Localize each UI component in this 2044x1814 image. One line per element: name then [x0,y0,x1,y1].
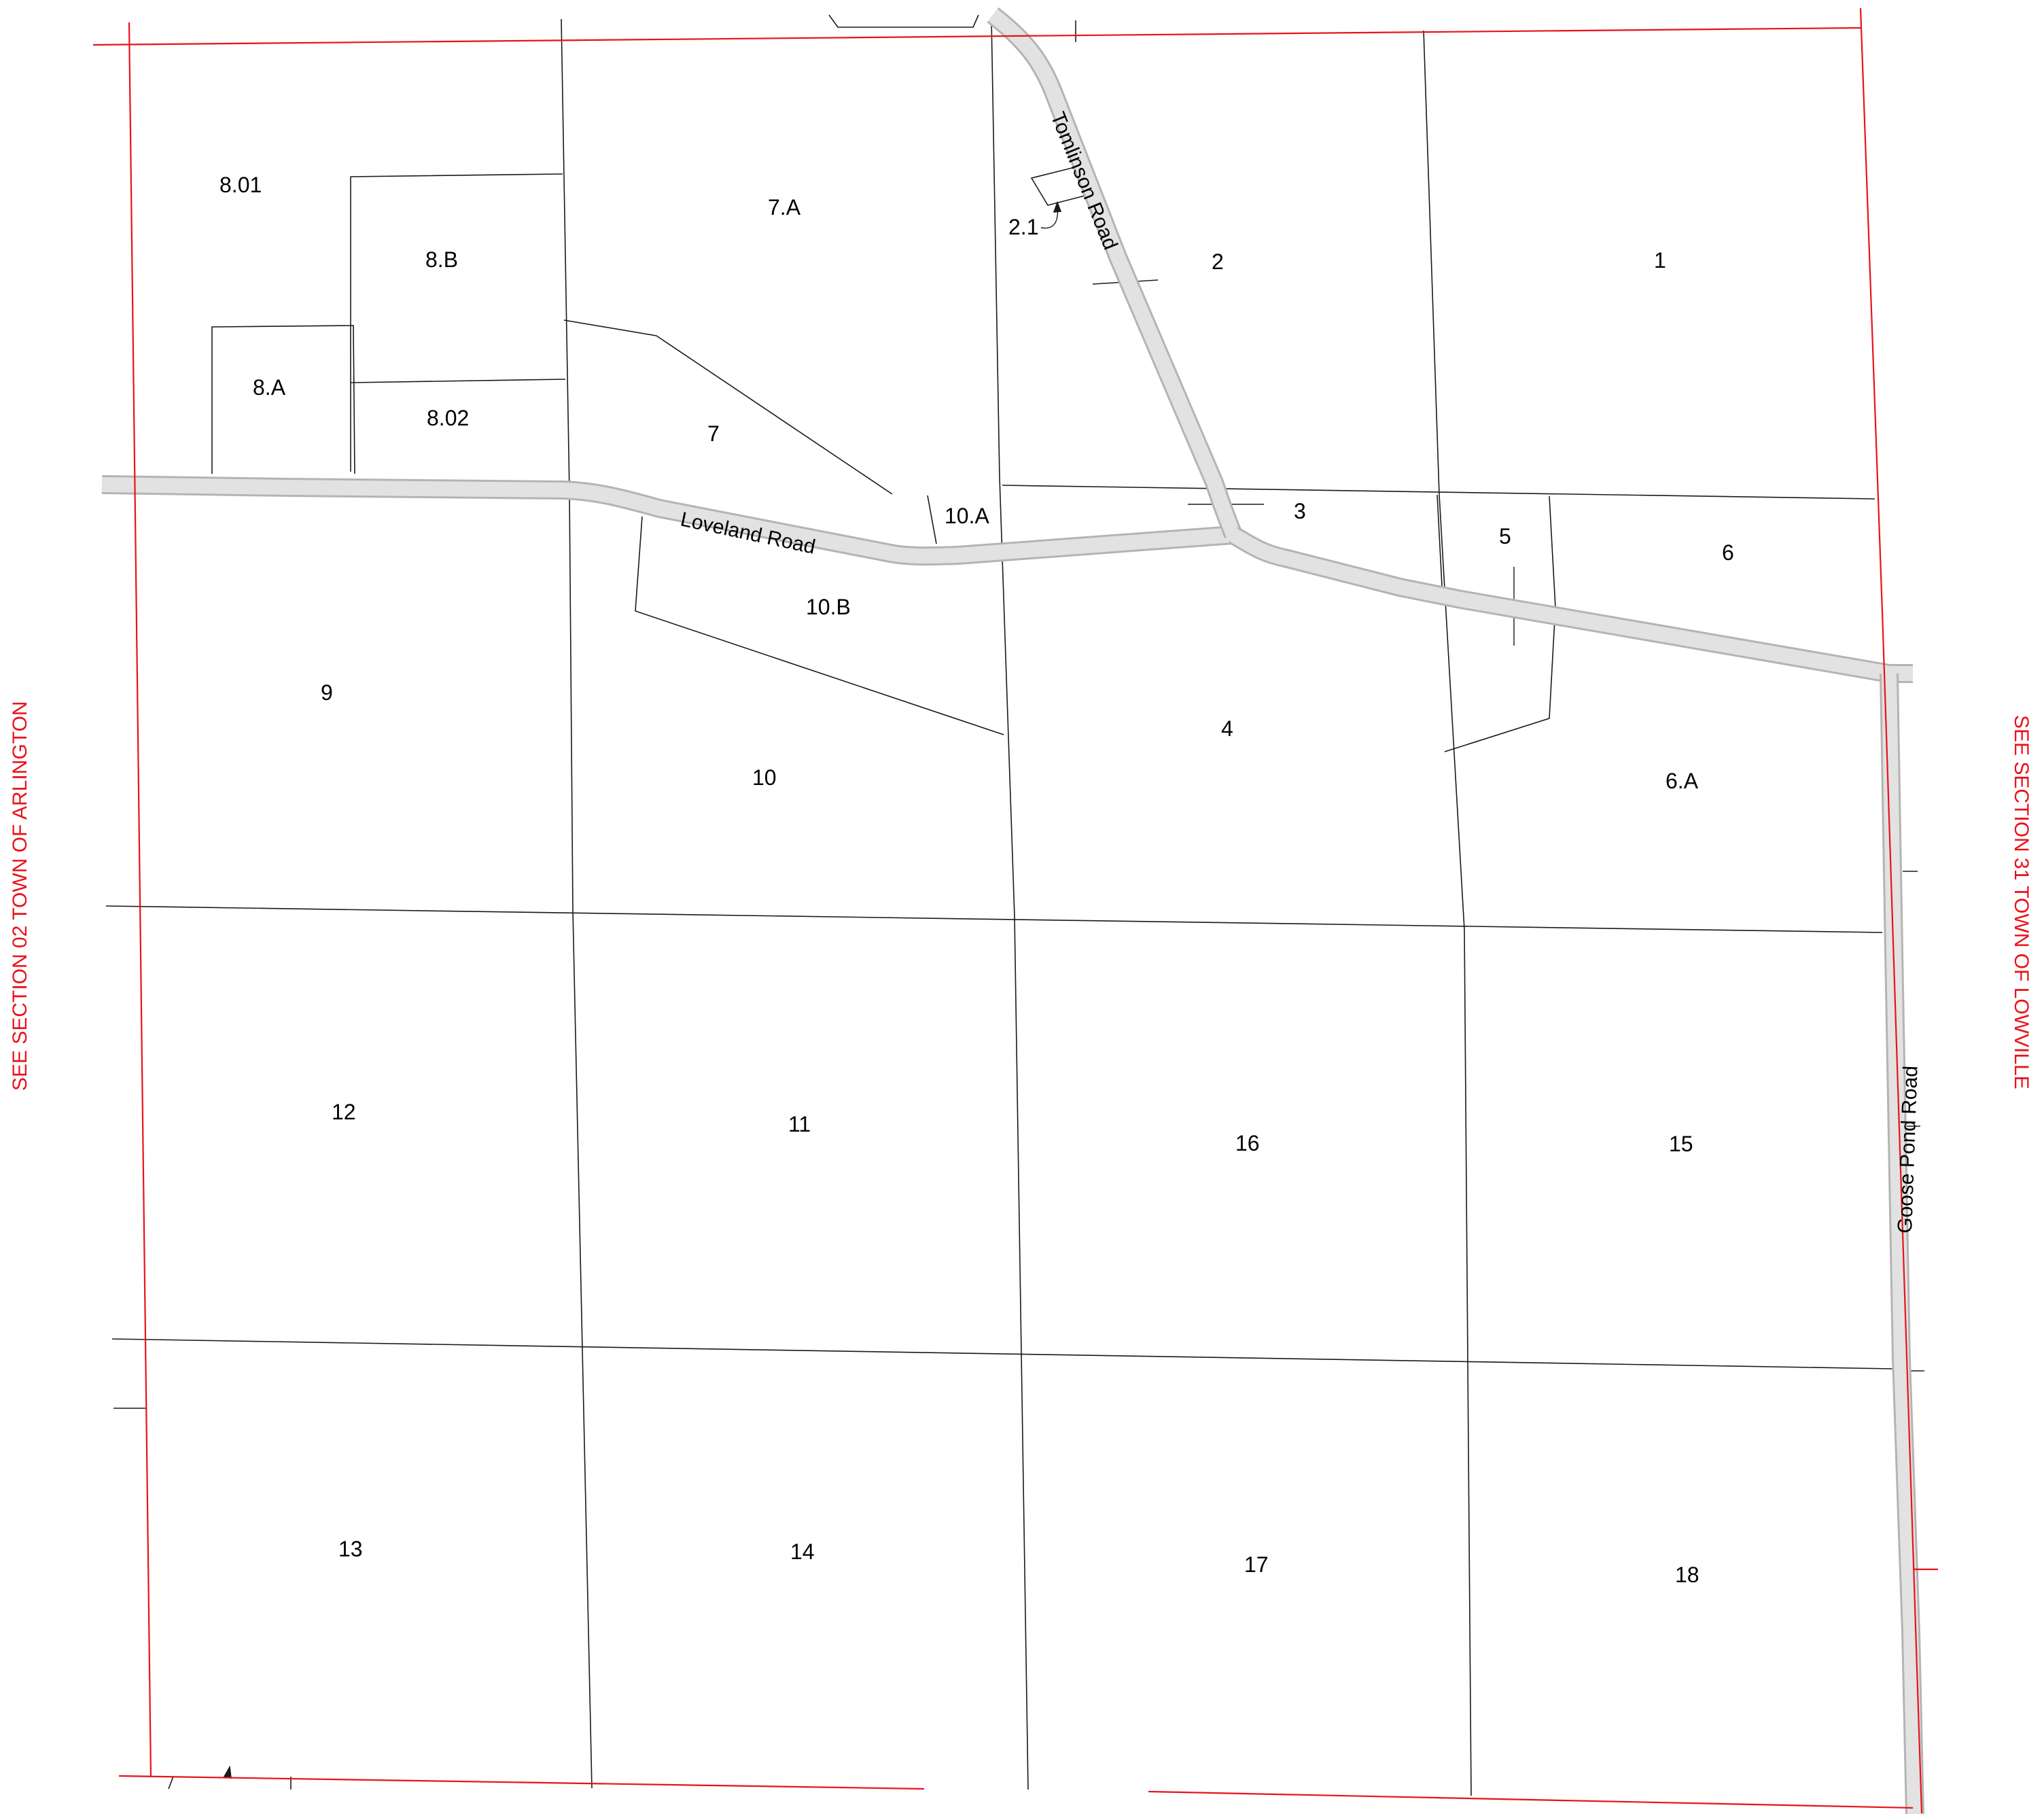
boundary-line [128,22,152,1777]
lot-5-outline [1444,495,1556,752]
road-east-fill [1229,528,1913,681]
lot-label-15: 15 [1669,1132,1693,1156]
lot-label-2: 2 [1212,249,1224,274]
lot-label-1: 1 [1654,248,1666,273]
boundary-right [1859,7,1923,1814]
lot-line-h3 [1002,485,1875,500]
bottom-arrowhead [223,1765,232,1779]
lot-8-divider [350,379,566,383]
lot-label-9: 9 [321,680,333,705]
goose-pond-road-fill [1882,673,1922,1814]
lot-5-left [1437,494,1443,587]
loveland-road-fill [101,477,1234,564]
lot-label-10: 10 [752,765,777,790]
lot-line-v2 [991,18,1029,1790]
lot-21-arrowhead [1053,200,1062,213]
boundary-bottom-east [1148,1790,1914,1809]
lot-label-3: 3 [1294,499,1306,523]
lot-8a-outline [211,325,355,474]
top-mark [828,14,979,28]
lot-label-14: 14 [790,1539,815,1564]
lot-label-5: 5 [1499,524,1511,548]
lot-label-8-02: 8.02 [427,406,469,430]
lot-label-6-a: 6.A [1666,769,1699,793]
lot-10b-outline [635,516,1004,735]
lot-label-18: 18 [1675,1563,1699,1587]
boundary-bottom [118,1775,925,1790]
section-boundary [92,7,1938,1814]
west-section-reference: SEE SECTION 02 TOWN OF ARLINGTON [9,701,31,1091]
lot-label-10-a: 10.A [945,504,989,528]
lot-labels: 8.01 7.A 2.1 2 1 8.B 8.A 8.02 7 10.A 3 5… [219,173,1734,1587]
parcel-lines [105,14,1924,1796]
lot-line-v3 [1423,30,1472,1796]
lot-label-16: 16 [1235,1131,1260,1155]
tomlinson-road-fill [988,9,1241,538]
lot-label-8-01: 8.01 [219,173,262,197]
bottom-tick-2 [168,1776,174,1790]
lot-label-8-a: 8.A [253,375,286,400]
lot-line-h2 [111,1338,1895,1370]
boundary-top [92,27,1861,46]
east-section-reference: SEE SECTION 31 TOWN OF LOWVILLE [2010,715,2032,1089]
roads [101,7,1924,1814]
lot-7-outline [563,319,893,495]
lot-label-10-b: 10.B [806,595,851,619]
lot-label-6: 6 [1722,540,1734,565]
lot-line-v1 [561,18,593,1789]
loveland-road-label: Loveland Road [679,508,817,559]
lot-label-4: 4 [1221,716,1233,741]
tomlinson-road-label: Tomlinson Road [1046,109,1122,253]
lot-10a-outline [927,495,937,544]
lot-label-11: 11 [788,1112,811,1136]
lot-label-17: 17 [1244,1552,1269,1577]
lot-label-2-1: 2.1 [1008,215,1038,239]
lot-label-8-b: 8.B [425,247,458,272]
lot-label-7-a: 7.A [768,195,801,220]
lot-8b-outline [350,173,563,472]
lot-line-h1 [105,905,1883,933]
lot-label-7: 7 [707,421,720,446]
lot-label-13: 13 [338,1537,363,1561]
lot-label-12: 12 [332,1100,356,1124]
